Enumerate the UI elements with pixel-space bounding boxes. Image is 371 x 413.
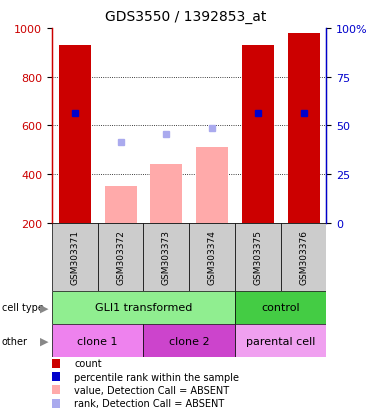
Text: cell type: cell type (2, 303, 44, 313)
Text: GSM303373: GSM303373 (162, 230, 171, 285)
Text: ▶: ▶ (40, 303, 48, 313)
Text: GDS3550 / 1392853_at: GDS3550 / 1392853_at (105, 10, 266, 24)
Text: ▶: ▶ (40, 336, 48, 346)
Text: count: count (74, 358, 102, 368)
Bar (98, 223, 144, 291)
Text: GSM303371: GSM303371 (70, 230, 79, 285)
Text: value, Detection Call = ABSENT: value, Detection Call = ABSENT (74, 385, 229, 395)
Text: other: other (2, 336, 28, 346)
Text: GLI1 transformed: GLI1 transformed (95, 303, 192, 313)
Bar (196, 148, 228, 223)
Bar (144, 223, 189, 291)
Text: GSM303375: GSM303375 (253, 230, 262, 285)
Text: GSM303374: GSM303374 (208, 230, 217, 285)
Text: GSM303376: GSM303376 (299, 230, 308, 285)
Bar (235, 324, 326, 357)
Text: control: control (262, 303, 300, 313)
Bar (144, 324, 235, 357)
Text: percentile rank within the sample: percentile rank within the sample (74, 372, 239, 382)
Bar (235, 223, 281, 291)
Bar (235, 291, 326, 324)
Text: parental cell: parental cell (246, 336, 315, 346)
Bar (59, 46, 91, 223)
Bar (242, 46, 274, 223)
Text: clone 2: clone 2 (169, 336, 210, 346)
Bar (105, 187, 137, 223)
Text: rank, Detection Call = ABSENT: rank, Detection Call = ABSENT (74, 398, 224, 408)
Bar (281, 223, 326, 291)
Bar (150, 165, 183, 223)
Bar (52, 324, 144, 357)
Bar (189, 223, 235, 291)
Bar (288, 34, 320, 223)
Bar (52, 291, 235, 324)
Bar (52, 223, 98, 291)
Text: clone 1: clone 1 (78, 336, 118, 346)
Text: GSM303372: GSM303372 (116, 230, 125, 285)
